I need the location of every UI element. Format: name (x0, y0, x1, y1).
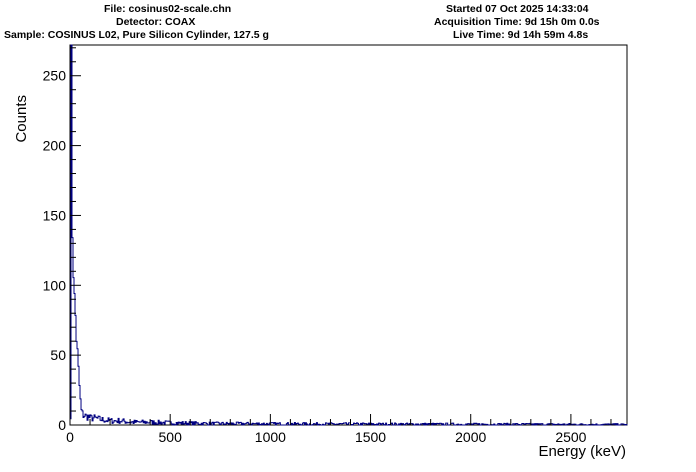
y-tick-label: 100 (43, 277, 67, 293)
live-time-label: Live Time: 9d 14h 59m 4.8s (453, 29, 589, 41)
x-tick-label: 2500 (555, 429, 586, 445)
spectrum-line (69, 44, 628, 426)
x-tick-label: 1500 (355, 429, 386, 445)
y-tick-label: 250 (43, 68, 67, 84)
y-axis-label: Counts (13, 95, 30, 143)
x-axis-label: Energy (keV) (538, 443, 626, 460)
x-tick-label: 2000 (455, 429, 486, 445)
x-tick-label: 1000 (255, 429, 286, 445)
x-tick-label: 0 (66, 429, 74, 445)
x-axis: 0 500 1000 1500 2000 2500 (66, 414, 612, 445)
plot-frame (69, 44, 628, 426)
sample-label: Sample: COSINUS L02, Pure Silicon Cylind… (4, 29, 269, 41)
file-label: File: cosinus02-scale.chn (104, 3, 232, 15)
detector-label: Detector: COAX (116, 16, 196, 28)
y-axis: 0 50 100 150 200 250 (43, 47, 81, 433)
start-time-label: Started 07 Oct 2025 14:33:04 (446, 3, 589, 15)
acquisition-time-label: Acquisition Time: 9d 15h 0m 0.0s (434, 16, 600, 28)
x-tick-label: 500 (159, 429, 183, 445)
y-tick-label: 0 (58, 417, 66, 433)
plot-border (69, 44, 628, 426)
spectrum-series (69, 44, 628, 426)
y-tick-label: 150 (43, 207, 67, 223)
y-tick-label: 50 (50, 347, 66, 363)
y-tick-label: 200 (43, 138, 67, 154)
